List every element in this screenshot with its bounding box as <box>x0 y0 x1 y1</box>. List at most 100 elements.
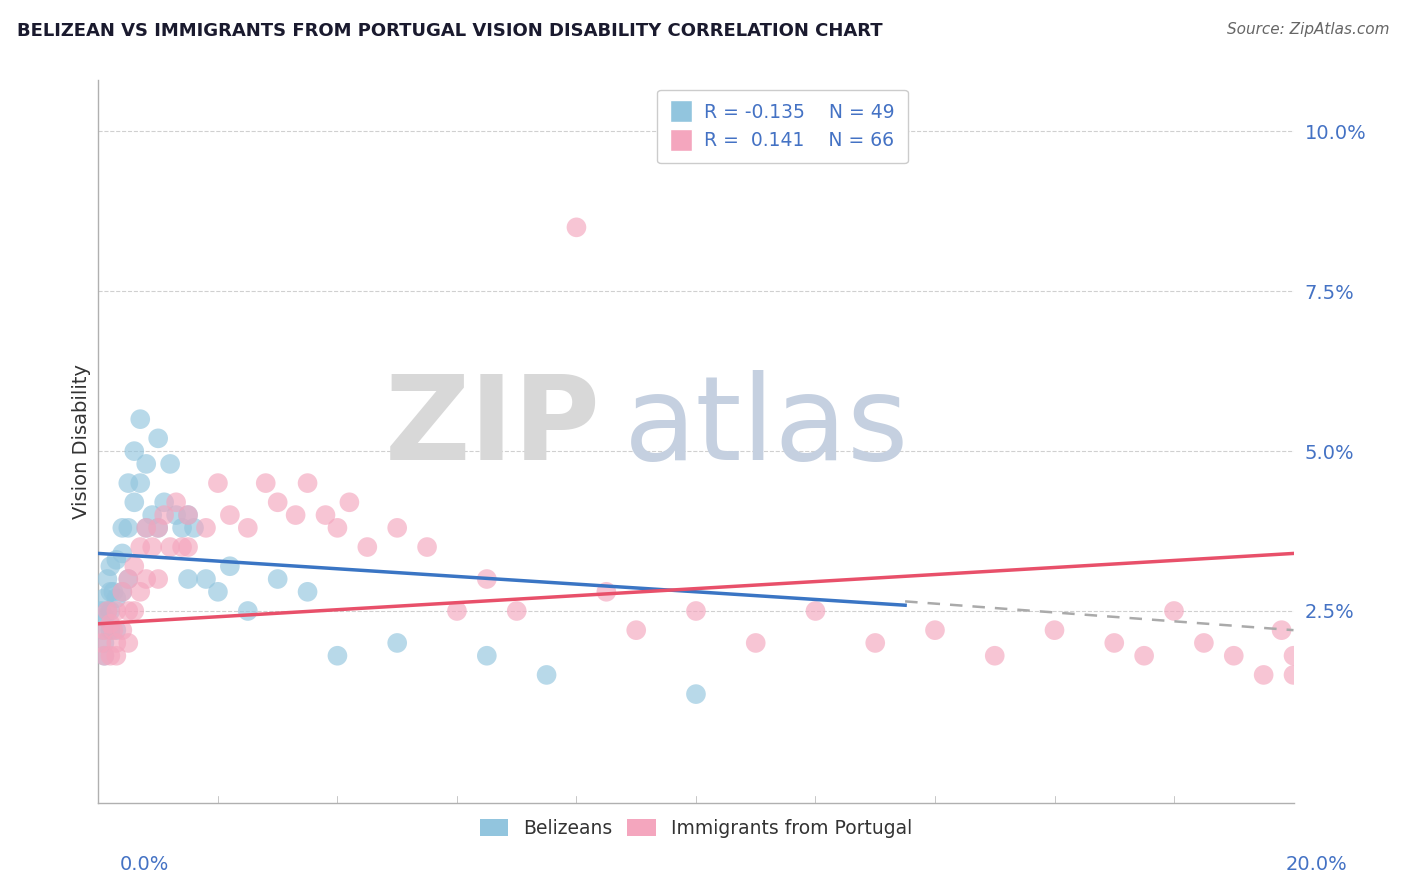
Point <box>685 604 707 618</box>
Point <box>1282 648 1305 663</box>
Point <box>111 521 134 535</box>
Point <box>984 648 1007 663</box>
Point <box>183 521 205 535</box>
Point <box>356 540 378 554</box>
Point <box>165 495 187 509</box>
Point <box>96 572 118 586</box>
Point <box>98 616 122 631</box>
Point <box>111 546 134 560</box>
Point <box>475 648 498 663</box>
Point <box>326 648 349 663</box>
Point <box>153 495 176 509</box>
Point <box>111 584 134 599</box>
Point <box>117 636 139 650</box>
Point <box>506 604 529 618</box>
Point <box>385 636 409 650</box>
Point <box>254 476 277 491</box>
Point <box>129 476 152 491</box>
Point <box>105 553 128 567</box>
Point <box>626 623 648 637</box>
Point <box>90 636 112 650</box>
Point <box>93 648 115 663</box>
Point <box>103 584 125 599</box>
Point <box>105 648 128 663</box>
Point <box>105 604 128 618</box>
Point <box>195 572 218 586</box>
Point <box>172 540 194 554</box>
Point <box>1104 636 1126 650</box>
Point <box>207 584 229 599</box>
Point <box>124 559 146 574</box>
Point <box>93 636 115 650</box>
Point <box>536 668 558 682</box>
Point <box>135 572 157 586</box>
Point <box>135 521 157 535</box>
Point <box>148 572 170 586</box>
Point <box>129 584 152 599</box>
Point <box>195 521 218 535</box>
Point <box>98 584 122 599</box>
Y-axis label: Vision Disability: Vision Disability <box>72 364 91 519</box>
Point <box>1282 668 1305 682</box>
Point <box>416 540 439 554</box>
Point <box>177 508 200 522</box>
Point <box>745 636 768 650</box>
Point <box>117 572 139 586</box>
Point <box>98 623 122 637</box>
Point <box>117 572 139 586</box>
Point <box>105 636 128 650</box>
Point <box>219 508 242 522</box>
Point <box>1163 604 1185 618</box>
Point <box>1253 668 1275 682</box>
Text: Source: ZipAtlas.com: Source: ZipAtlas.com <box>1226 22 1389 37</box>
Point <box>93 648 115 663</box>
Point <box>267 495 290 509</box>
Point <box>117 521 139 535</box>
Point <box>135 521 157 535</box>
Point <box>124 495 146 509</box>
Point <box>284 508 307 522</box>
Point <box>165 508 187 522</box>
Point <box>159 540 181 554</box>
Point <box>177 508 200 522</box>
Point <box>297 584 319 599</box>
Point <box>236 604 259 618</box>
Point <box>148 521 170 535</box>
Point <box>90 604 112 618</box>
Point <box>96 604 118 618</box>
Point <box>93 591 115 606</box>
Text: ZIP: ZIP <box>384 369 600 484</box>
Point <box>98 604 122 618</box>
Legend: Belizeans, Immigrants from Portugal: Belizeans, Immigrants from Portugal <box>472 812 920 846</box>
Point <box>595 584 617 599</box>
Point <box>865 636 887 650</box>
Point <box>446 604 468 618</box>
Point <box>1043 623 1066 637</box>
Text: 20.0%: 20.0% <box>1285 855 1347 873</box>
Point <box>315 508 337 522</box>
Point <box>103 623 125 637</box>
Point <box>124 444 146 458</box>
Text: atlas: atlas <box>624 369 910 484</box>
Point <box>96 604 118 618</box>
Text: BELIZEAN VS IMMIGRANTS FROM PORTUGAL VISION DISABILITY CORRELATION CHART: BELIZEAN VS IMMIGRANTS FROM PORTUGAL VIS… <box>17 22 883 40</box>
Point <box>141 508 163 522</box>
Point <box>326 521 349 535</box>
Point <box>297 476 319 491</box>
Point <box>1271 623 1294 637</box>
Point <box>267 572 290 586</box>
Point <box>1192 636 1215 650</box>
Point <box>153 508 176 522</box>
Point <box>129 540 152 554</box>
Point <box>207 476 229 491</box>
Point <box>135 457 157 471</box>
Point <box>105 623 128 637</box>
Point <box>117 476 139 491</box>
Point <box>159 457 181 471</box>
Point <box>91 623 114 637</box>
Point <box>111 623 134 637</box>
Point <box>141 540 163 554</box>
Point <box>804 604 827 618</box>
Point <box>117 604 139 618</box>
Point <box>177 540 200 554</box>
